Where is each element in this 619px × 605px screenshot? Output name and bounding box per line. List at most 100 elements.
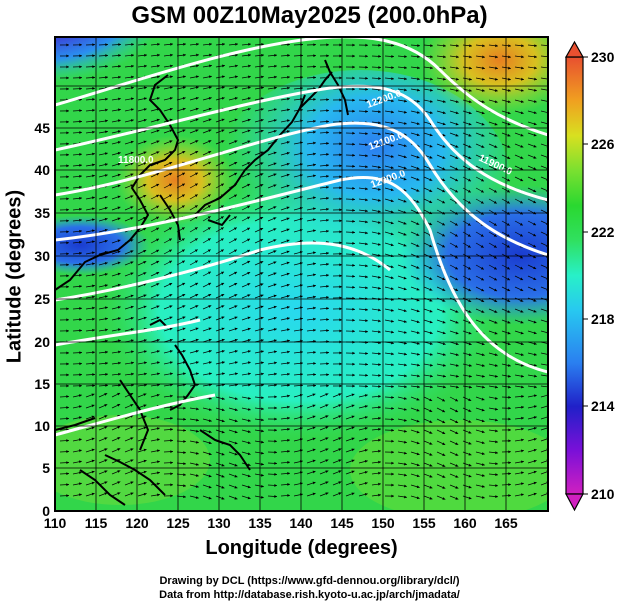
- streamline-arrowhead: [235, 42, 238, 46]
- streamline-arrowhead: [208, 485, 212, 489]
- streamline-arrowhead: [480, 189, 484, 193]
- streamline-arrowhead: [208, 129, 212, 133]
- streamline-arrowhead: [429, 277, 433, 280]
- streamline-arrowhead: [533, 133, 537, 137]
- streamline-arrowhead: [534, 385, 537, 389]
- streamline-arrowhead: [481, 133, 485, 137]
- streamline-arrowhead: [454, 244, 458, 248]
- streamline-arrowhead: [274, 450, 277, 454]
- streamline-arrowhead: [261, 53, 264, 57]
- streamline-arrowhead: [416, 244, 420, 247]
- streamline-arrowhead: [66, 219, 69, 223]
- streamline-arrowhead: [143, 393, 147, 397]
- streamline-arrowhead: [507, 122, 511, 126]
- streamline-arrowhead: [66, 395, 69, 399]
- streamline-arrowhead: [66, 307, 69, 311]
- streamline-arrowhead: [508, 494, 511, 498]
- streamline-arrowhead: [234, 485, 238, 489]
- streamline-arrowhead: [507, 145, 511, 148]
- streamline-arrowhead: [66, 285, 69, 289]
- streamline-arrowhead: [391, 352, 394, 356]
- streamline-arrowhead: [92, 97, 95, 101]
- streamline-arrowhead: [78, 416, 82, 420]
- streamline-arrowhead: [442, 277, 446, 281]
- streamline-arrowhead: [221, 316, 225, 320]
- streamline-arrowhead: [521, 405, 524, 409]
- streamline-arrowhead: [182, 338, 186, 342]
- streamline-arrowhead: [378, 438, 381, 442]
- streamline-arrowhead: [352, 241, 355, 245]
- streamline-arrowhead: [507, 111, 511, 115]
- streamline-arrowhead: [92, 119, 95, 123]
- streamline-arrowhead: [221, 408, 225, 412]
- streamline-arrowhead: [144, 383, 147, 387]
- colorbar: 230 226 222 218 214 210: [564, 40, 615, 512]
- streamline-arrowhead: [313, 284, 316, 288]
- streamline-arrowhead: [443, 55, 446, 59]
- streamline-arrowhead: [247, 107, 251, 111]
- streamline-arrowhead: [494, 299, 498, 302]
- streamline-arrowhead: [104, 295, 108, 299]
- streamline-arrowhead: [403, 232, 407, 236]
- streamline-arrowhead: [169, 86, 173, 90]
- streamline-arrowhead: [508, 472, 511, 476]
- streamline-arrowhead: [286, 217, 290, 221]
- streamline-arrowhead: [351, 492, 355, 496]
- streamline-arrowhead: [195, 429, 199, 433]
- streamline-arrowhead: [508, 395, 511, 399]
- streamline-arrowhead: [313, 373, 316, 377]
- streamline-arrowhead: [143, 195, 147, 198]
- streamline-arrowhead: [416, 110, 420, 114]
- streamline-arrowhead: [416, 155, 420, 159]
- streamline-arrowhead: [117, 151, 121, 155]
- streamline-arrowhead: [378, 416, 381, 420]
- streamline-arrowhead: [286, 130, 290, 133]
- streamline-arrowhead: [170, 416, 173, 420]
- streamline-arrowhead: [287, 372, 290, 376]
- streamline-arrowhead: [378, 65, 381, 69]
- streamline-arrowhead: [352, 131, 355, 135]
- streamline-arrowhead: [416, 352, 420, 356]
- streamline-arrowhead: [351, 415, 355, 419]
- streamline-arrowhead: [274, 372, 277, 376]
- streamline-arrowhead: [143, 492, 147, 496]
- streamline-arrowhead: [429, 453, 433, 456]
- streamline-arrowhead: [365, 54, 368, 58]
- streamline-arrowhead: [416, 189, 420, 192]
- streamline-arrowhead: [91, 470, 95, 474]
- streamline-arrowhead: [78, 482, 82, 486]
- streamline-arrowhead: [260, 238, 264, 242]
- streamline-arrowhead: [391, 330, 394, 334]
- streamline-arrowhead: [105, 130, 108, 134]
- streamline-arrowhead: [378, 405, 381, 409]
- streamline-arrowhead: [247, 496, 251, 500]
- streamline-arrowhead: [235, 53, 238, 57]
- streamline-arrowhead: [208, 361, 212, 364]
- streamline-arrowhead: [287, 383, 290, 387]
- streamline-arrowhead: [391, 439, 394, 443]
- streamline-arrowhead: [455, 288, 459, 292]
- streamline-arrowhead: [195, 107, 199, 111]
- streamline-arrowhead: [143, 459, 147, 463]
- streamline-arrowhead: [168, 238, 172, 242]
- streamline-arrowhead: [130, 261, 134, 265]
- streamline-arrowhead: [364, 416, 368, 419]
- streamline-arrowhead: [274, 86, 277, 90]
- streamline-arrowhead: [221, 463, 225, 467]
- streamline-arrowhead: [455, 133, 459, 137]
- streamline-arrowhead: [533, 492, 537, 496]
- streamline-arrowhead: [78, 394, 82, 398]
- streamline-arrowhead: [79, 174, 82, 178]
- streamline-arrowhead: [404, 99, 407, 103]
- streamline-arrowhead: [352, 65, 355, 69]
- streamline-arrowhead: [156, 173, 160, 176]
- streamline-arrowhead: [416, 441, 420, 445]
- streamline-arrowhead: [143, 97, 147, 101]
- streamline-arrowhead: [156, 427, 160, 431]
- streamline-arrowhead: [156, 118, 160, 122]
- streamline-arrowhead: [66, 472, 69, 476]
- streamline-arrowhead: [92, 130, 95, 134]
- streamline-arrowhead: [286, 250, 290, 254]
- streamline-arrowhead: [286, 272, 290, 276]
- streamline-arrowhead: [520, 178, 524, 182]
